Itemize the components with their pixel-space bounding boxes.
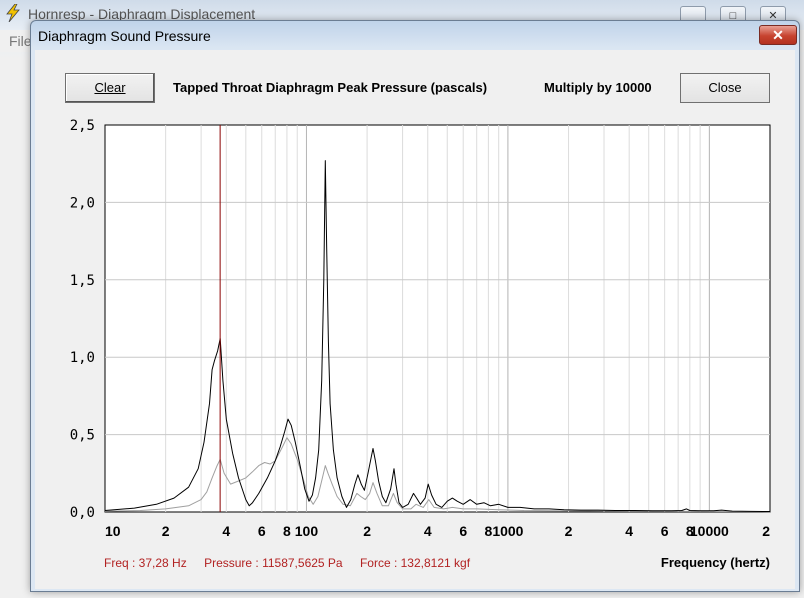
y-tick-label: 2,0 — [70, 195, 95, 211]
grid-major — [105, 125, 770, 512]
x-tick-label: 2 — [565, 523, 573, 539]
x-tick-label: 2 — [162, 523, 170, 539]
y-tick-label: 0,0 — [70, 505, 95, 521]
readout-pressure: Pressure : 11587,5625 Pa — [204, 556, 343, 570]
clear-button[interactable]: Clear — [65, 73, 155, 103]
y-tick-label: 2,5 — [70, 118, 95, 134]
dialog-close-button[interactable]: ✕ — [759, 25, 797, 45]
menu-file[interactable]: File — [9, 33, 32, 49]
multiplier-label: Multiply by 10000 — [544, 80, 652, 95]
grid-minor — [165, 125, 701, 512]
series-group — [104, 160, 771, 513]
x-tick-label: 6 — [661, 523, 669, 539]
x-tick-label: 4 — [625, 523, 633, 539]
sound-pressure-dialog: Diaphragm Sound Pressure ✕ Clear Tapped … — [30, 20, 800, 592]
series-line-secondary — [104, 437, 771, 513]
x-tick-label: 6 — [258, 523, 266, 539]
background-close-button[interactable]: ✕ — [760, 6, 786, 24]
chart-title: Tapped Throat Diaphragm Peak Pressure (p… — [173, 80, 488, 95]
x-tick-label: 8 — [283, 523, 291, 539]
background-window-title: Hornresp - Diaphragm Displacement — [28, 6, 256, 22]
readout-force: Force : 132,8121 kgf — [359, 556, 471, 570]
x-tick-label: 8 — [686, 523, 694, 539]
x-tick-label: 1000 — [492, 523, 523, 539]
close-icon: ✕ — [772, 27, 784, 43]
pressure-chart[interactable]: 0,00,51,01,52,02,5 10 2 4 6 8 100 2 4 6 8 1000 2 4 6 8… — [35, 50, 795, 589]
y-tick-label: 1,0 — [70, 350, 95, 366]
series-line-primary — [104, 160, 771, 512]
clear-button-label: Clear — [94, 80, 126, 95]
background-titlebar: Hornresp - Diaphragm Displacement _ □ ✕ — [0, 0, 804, 30]
x-tick-label: 100 — [295, 523, 319, 539]
x-tick-label: 4 — [222, 523, 230, 539]
cursor-readout: Freq : 37,28 Hz Pressure : 11587,5625 Pa… — [104, 556, 484, 570]
x-tick-label: 6 — [459, 523, 467, 539]
x-tick-label: 2 — [363, 523, 371, 539]
close-button[interactable]: Close — [680, 73, 770, 103]
x-tick-label: 10 — [105, 523, 121, 539]
y-tick-label: 0,5 — [70, 428, 95, 444]
x-tick-label: 8 — [484, 523, 492, 539]
x-tick-label: 2 — [762, 523, 770, 539]
readout-frequency: Freq : 37,28 Hz — [104, 556, 187, 570]
x-tick-label: 10000 — [690, 523, 729, 539]
dialog-title: Diaphragm Sound Pressure — [38, 28, 211, 44]
y-axis-ticks: 0,0 0,5 1,0 1,5 2,0 2,5 — [70, 118, 95, 521]
plot-area — [104, 124, 771, 513]
x-axis-label: Frequency (hertz) — [660, 555, 770, 570]
y-tick-label: 1,5 — [70, 273, 95, 289]
x-tick-label: 4 — [424, 523, 432, 539]
app-lightning-icon — [6, 4, 20, 22]
dialog-client-area: Clear Tapped Throat Diaphragm Peak Press… — [35, 50, 795, 589]
